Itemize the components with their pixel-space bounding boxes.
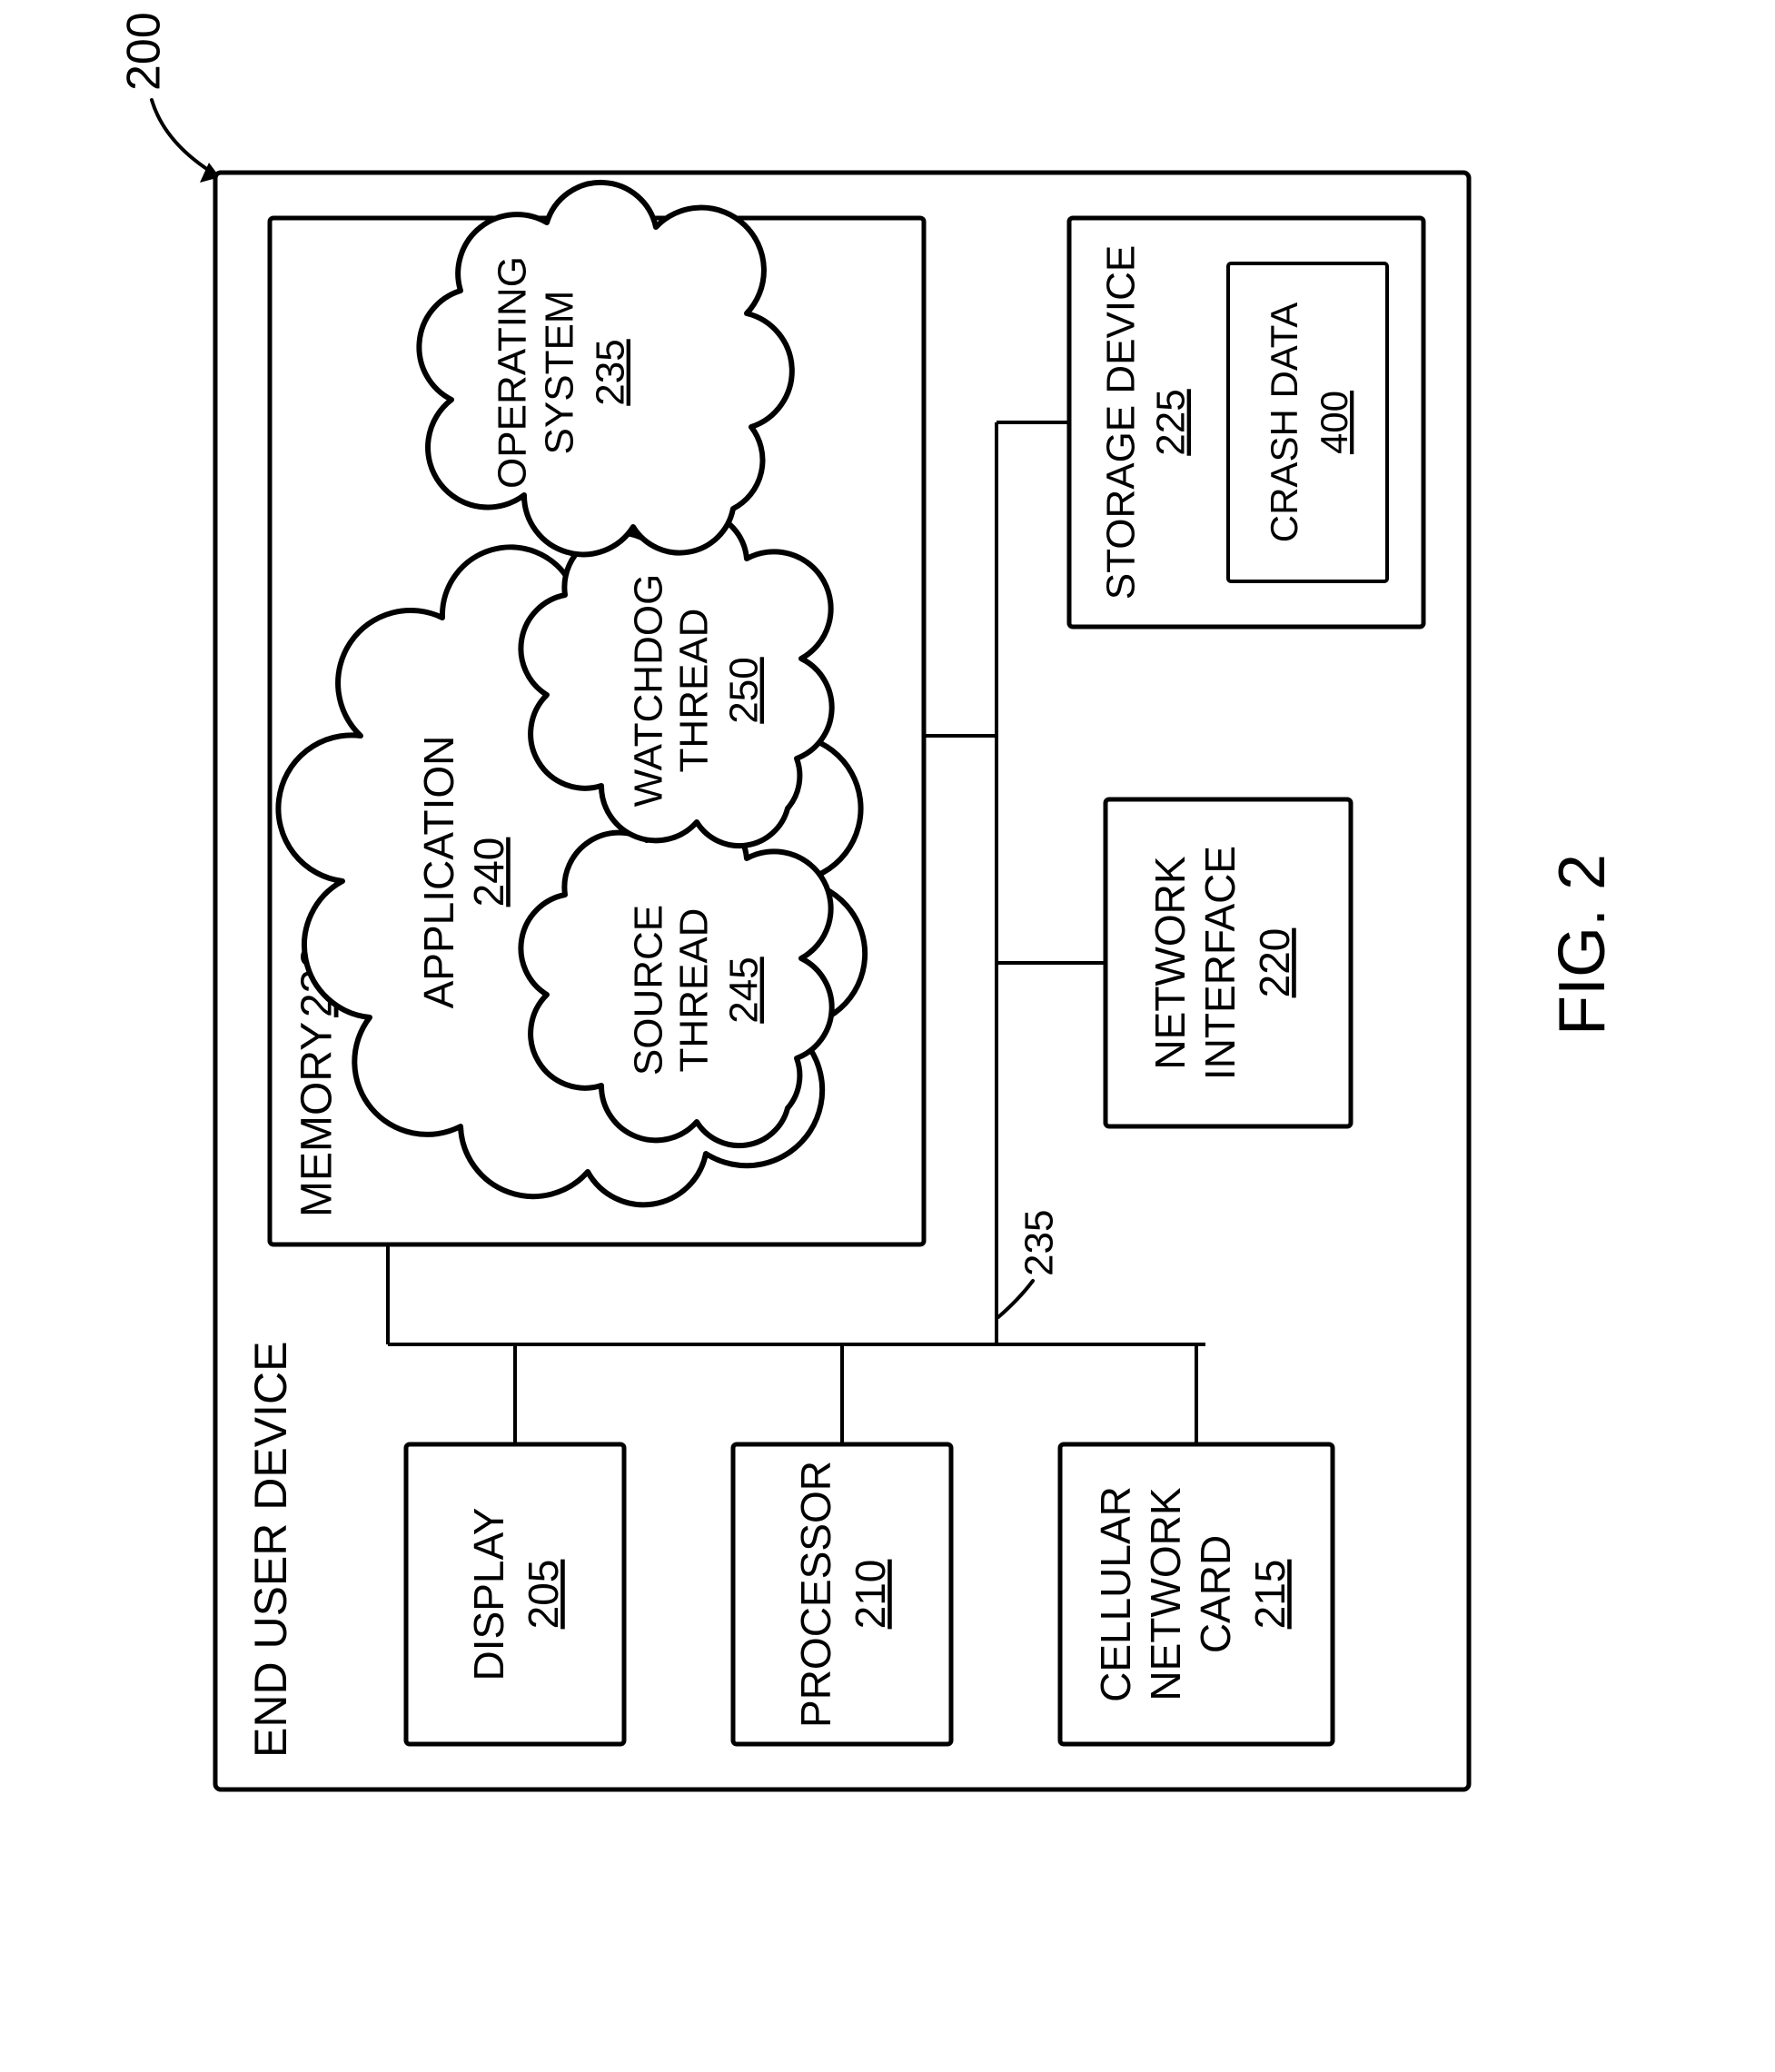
- os-line2: SYSTEM: [538, 291, 582, 455]
- cellcard-line2: NETWORK: [1142, 1487, 1189, 1700]
- memory-label: MEMORY: [293, 1022, 342, 1217]
- crash-data-label: CRASH DATA: [1263, 302, 1305, 542]
- diagram-stage: 200 END USER DEVICE DISPLAY 205 PROCESSO…: [115, 0, 1660, 1899]
- processor-label: PROCESSOR: [792, 1461, 839, 1728]
- net-if-line2: INTERFACE: [1196, 846, 1244, 1080]
- os-ref: 235: [589, 339, 633, 405]
- processor-ref: 210: [847, 1560, 894, 1630]
- watchdog-thread-line2: THREAD: [672, 609, 717, 773]
- source-thread-line2: THREAD: [672, 908, 717, 1073]
- display-label: DISPLAY: [465, 1508, 512, 1681]
- source-thread-line1: SOURCE: [627, 905, 671, 1076]
- application-label: APPLICATION: [415, 736, 462, 1009]
- application-ref: 240: [465, 838, 512, 907]
- system-ref-arrow: [152, 100, 220, 183]
- storage-ref: 225: [1149, 389, 1194, 455]
- cellcard-line1: CELLULAR: [1092, 1486, 1139, 1702]
- storage-label: STORAGE DEVICE: [1099, 245, 1144, 600]
- system-ref: 200: [118, 12, 171, 91]
- processor-box: [733, 1444, 951, 1744]
- bus-ref: 235: [1017, 1210, 1062, 1276]
- display-box: [406, 1444, 624, 1744]
- net-if-ref: 220: [1251, 928, 1298, 998]
- diagram-svg: 200 END USER DEVICE DISPLAY 205 PROCESSO…: [115, 0, 1660, 1899]
- display-ref: 205: [520, 1560, 567, 1630]
- cellcard-line3: CARD: [1192, 1535, 1239, 1653]
- cellcard-ref: 215: [1246, 1560, 1294, 1630]
- crash-data-box: [1228, 263, 1387, 581]
- watchdog-thread-ref: 250: [722, 657, 767, 723]
- watchdog-thread-line1: WATCHDOG: [627, 574, 671, 808]
- os-line1: OPERATING: [491, 256, 535, 489]
- net-if-line1: NETWORK: [1146, 856, 1194, 1069]
- device-title: END USER DEVICE: [245, 1342, 296, 1758]
- source-thread-ref: 245: [722, 957, 767, 1023]
- figure-caption: FIG. 2: [1546, 854, 1619, 1036]
- crash-data-ref: 400: [1313, 391, 1355, 454]
